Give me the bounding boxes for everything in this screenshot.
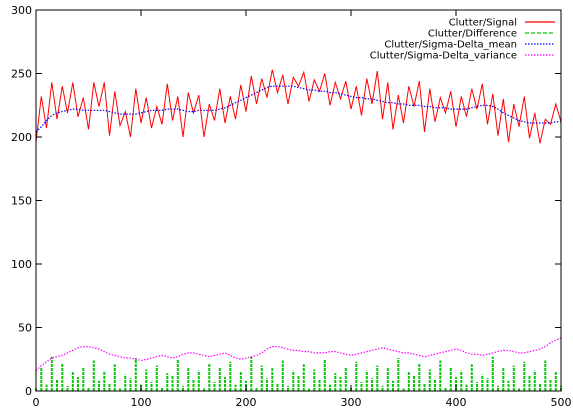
x-tick-label: 300 bbox=[341, 396, 362, 409]
x-tick-label: 100 bbox=[131, 396, 152, 409]
y-tick-label: 300 bbox=[11, 4, 32, 17]
series-layer bbox=[35, 69, 562, 391]
y-tick-label: 200 bbox=[11, 131, 32, 144]
x-tick-label: 0 bbox=[33, 396, 40, 409]
x-tick-label: 400 bbox=[446, 396, 467, 409]
x-tick-label: 200 bbox=[236, 396, 257, 409]
y-tick-label: 100 bbox=[11, 258, 32, 271]
legend: Clutter/SignalClutter/DifferenceClutter/… bbox=[370, 18, 555, 62]
x-tick-label: 500 bbox=[551, 396, 572, 409]
y-tick-label: 250 bbox=[11, 68, 32, 81]
series-clutter-difference bbox=[35, 356, 562, 391]
legend-label: Clutter/Difference bbox=[428, 29, 517, 40]
y-tick-label: 50 bbox=[18, 322, 32, 335]
legend-label: Clutter/Sigma-Delta_variance bbox=[370, 51, 517, 62]
series-line-clutter-sigma-delta-variance bbox=[35, 337, 562, 372]
series-line-clutter-sigma-delta-mean bbox=[35, 85, 561, 133]
y-tick-label: 0 bbox=[25, 385, 32, 398]
y-tick-label: 150 bbox=[11, 195, 32, 208]
series-line-clutter-signal bbox=[35, 69, 562, 144]
legend-label: Clutter/Sigma-Delta_mean bbox=[384, 40, 517, 51]
legend-label: Clutter/Signal bbox=[449, 18, 517, 29]
axes-layer: 0 100 200 300 400 500 0 50 100 150 200 250 300 bbox=[11, 4, 572, 409]
